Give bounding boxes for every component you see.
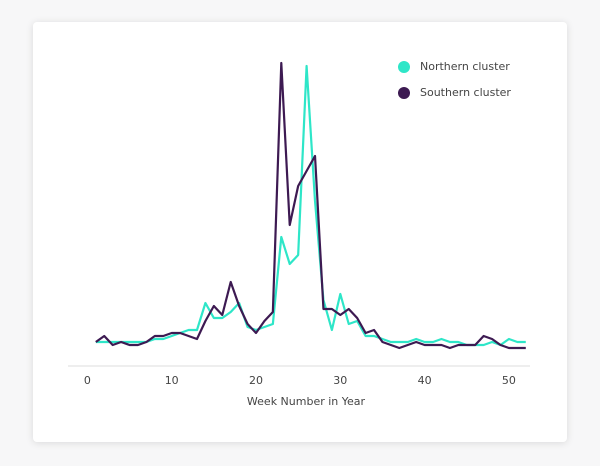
x-tick-label: 40: [418, 374, 432, 387]
legend-label: Southern cluster: [420, 86, 511, 99]
x-tick-label: 10: [165, 374, 179, 387]
x-axis-label: Week Number in Year: [247, 395, 366, 408]
legend-marker: [398, 87, 410, 99]
series-line: [95, 61, 526, 350]
x-tick-label: 30: [333, 374, 347, 387]
x-tick-label: 0: [84, 374, 91, 387]
legend-label: Northern cluster: [420, 60, 510, 73]
series-line: [95, 64, 526, 347]
legend-marker: [398, 61, 410, 73]
x-tick-label: 20: [249, 374, 263, 387]
x-tick-label: 50: [502, 374, 516, 387]
